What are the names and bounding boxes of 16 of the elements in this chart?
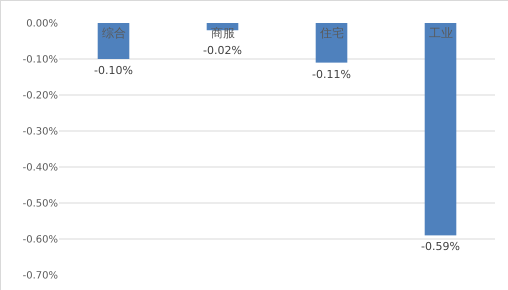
y-tick-label: -0.10% [22, 54, 58, 66]
data-label: -0.11% [312, 68, 351, 81]
x-tick-label: 工业 [429, 26, 453, 40]
data-label: -0.59% [421, 240, 460, 253]
y-tick-label: -0.30% [22, 126, 58, 138]
y-tick-label: -0.20% [22, 90, 58, 102]
data-label: -0.10% [94, 64, 133, 77]
x-tick-label: 综合 [102, 26, 126, 40]
data-label: -0.02% [203, 44, 242, 57]
x-tick-label: 住宅 [319, 26, 344, 40]
x-tick-label: 商服 [211, 26, 235, 40]
y-tick-label: -0.70% [22, 270, 58, 282]
y-tick-label: -0.60% [22, 234, 58, 246]
y-tick-label: -0.50% [22, 198, 58, 210]
y-tick-label: 0.00% [26, 18, 58, 30]
y-tick-label: -0.40% [22, 162, 58, 174]
